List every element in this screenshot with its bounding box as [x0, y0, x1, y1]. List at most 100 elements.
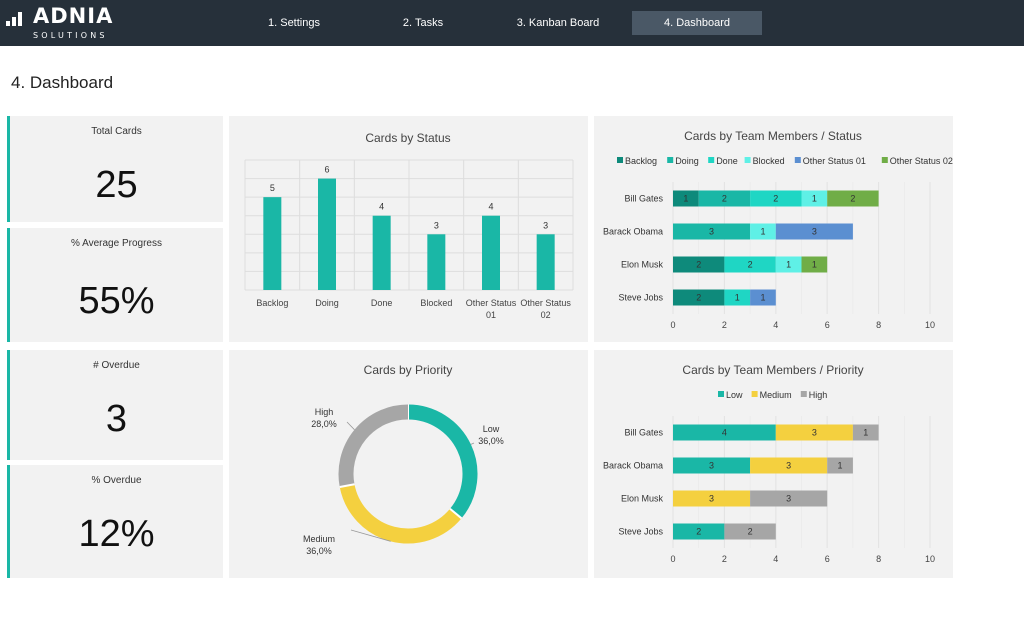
tab-kanban-board[interactable]: 3. Kanban Board [516, 17, 600, 29]
slice-name-label: High [315, 407, 334, 417]
tab-settings[interactable]: 1. Settings [268, 17, 320, 29]
kpi-label: Total Cards [91, 126, 142, 137]
kpi-value: 25 [95, 164, 138, 206]
legend-swatch [881, 157, 888, 163]
bar [536, 234, 555, 290]
cards-by-member-status-chart: Cards by Team Members / Status Backlog Doi… [603, 129, 953, 330]
donut-slice [407, 404, 478, 519]
data-label: 4 [379, 202, 384, 212]
cards-by-member-priority-panel: Cards by Team Members / Priority Low Mediu… [594, 350, 953, 578]
tick-label: 0 [670, 554, 675, 564]
brand-tagline: SOLUTIONS [33, 31, 108, 40]
tick-label: 8 [876, 554, 881, 564]
chart-title: Cards by Priority [364, 363, 453, 377]
bar-segment [673, 424, 776, 441]
donut-slice [339, 483, 462, 544]
tab-dashboard[interactable]: 4. Dashboard [632, 11, 762, 35]
data-label: 1 [812, 194, 817, 204]
leader-line [350, 529, 391, 542]
bar [263, 197, 282, 290]
data-label: 4 [722, 428, 727, 438]
bar [372, 215, 391, 290]
bar-segment [673, 223, 751, 240]
bar-segment [750, 289, 776, 306]
bar-segment [750, 223, 776, 240]
data-label: 5 [270, 183, 275, 193]
tick-label: 0 [670, 320, 675, 330]
data-label: 2 [773, 194, 778, 204]
legend-label: Blocked [753, 156, 785, 166]
slice-name-label: Low [483, 424, 500, 434]
adnia-logo[interactable]: ADNIA SOLUTIONS [6, 4, 116, 42]
legend-swatch [667, 157, 674, 163]
legend-swatch [744, 157, 751, 163]
data-label: 2 [722, 194, 727, 204]
bar-segment [673, 190, 699, 207]
data-label: 1 [735, 293, 740, 303]
category-label: Doing [315, 298, 339, 308]
data-label: 2 [748, 527, 753, 537]
bar [482, 215, 500, 290]
data-label: 3 [543, 220, 548, 230]
bar-segment [673, 457, 751, 474]
data-label: 2 [748, 260, 753, 270]
category-label: Steve Jobs [618, 293, 663, 303]
cards-by-member-status-panel: Cards by Team Members / Status Backlog Doi… [594, 116, 953, 342]
data-label: 1 [786, 260, 791, 270]
leader-line [470, 442, 475, 445]
data-label: 1 [812, 260, 817, 270]
legend-label: High [809, 390, 828, 400]
kpi-label: # Overdue [93, 360, 140, 371]
data-label: 3 [786, 494, 791, 504]
tick-label: 2 [722, 320, 727, 330]
category-label: Barack Obama [603, 461, 663, 471]
legend-label: Backlog [625, 156, 657, 166]
category-label: Backlog [256, 298, 288, 308]
data-label: 6 [324, 165, 329, 175]
category-label: Done [371, 298, 393, 308]
data-label: 3 [812, 428, 817, 438]
tick-label: 6 [825, 554, 830, 564]
legend-label: Other Status 01 [803, 156, 866, 166]
bar-segment [775, 256, 802, 273]
bar-segment [750, 190, 802, 207]
legend-label: Doing [675, 156, 699, 166]
slice-percent-label: 28,0% [311, 419, 337, 429]
top-navigation-bar: ADNIA SOLUTIONS 1. Settings 2. Tasks 3. … [0, 0, 1024, 46]
tab-tasks[interactable]: 2. Tasks [402, 17, 444, 29]
bar-segment [750, 490, 828, 507]
legend-swatch [751, 391, 758, 397]
data-label: 1 [683, 194, 688, 204]
chart-title: Cards by Team Members / Priority [682, 363, 863, 377]
legend-swatch [718, 391, 724, 397]
category-label: Barack Obama [603, 227, 663, 237]
tick-label: 10 [925, 554, 935, 564]
bar-segment [673, 523, 725, 540]
tick-label: 2 [722, 554, 727, 564]
legend-label: Other Status 02 [890, 156, 953, 166]
bar-segment [775, 223, 853, 240]
bar-segment [724, 256, 776, 273]
bar-segment [750, 457, 828, 474]
cards-by-status-chart: Cards by Status 5 Backlog 6 Doing 4 Done 3 Block… [244, 131, 574, 320]
tick-label: 10 [925, 320, 935, 330]
kpi-card-average-progress: % Average Progress 55% [7, 228, 223, 342]
donut-slice [338, 404, 409, 488]
legend-swatch [794, 157, 801, 163]
bar-segment [852, 424, 879, 441]
bar-chart-icon [6, 12, 28, 26]
cards-by-priority-panel: Cards by Priority Low 36,0% Medium 36,0% High… [229, 350, 588, 578]
bar-segment [673, 289, 725, 306]
data-label: 3 [709, 227, 714, 237]
legend-label: Low [726, 390, 743, 400]
kpi-value: 3 [105, 398, 128, 440]
bar-segment [698, 190, 751, 207]
category-label: 02 [541, 310, 551, 320]
data-label: 3 [709, 461, 714, 471]
slice-separator [339, 483, 355, 489]
data-label: 1 [838, 461, 843, 471]
slice-name-label: Medium [303, 534, 335, 544]
bar-segment [775, 424, 853, 441]
data-label: 1 [760, 227, 765, 237]
data-label: 2 [696, 293, 701, 303]
